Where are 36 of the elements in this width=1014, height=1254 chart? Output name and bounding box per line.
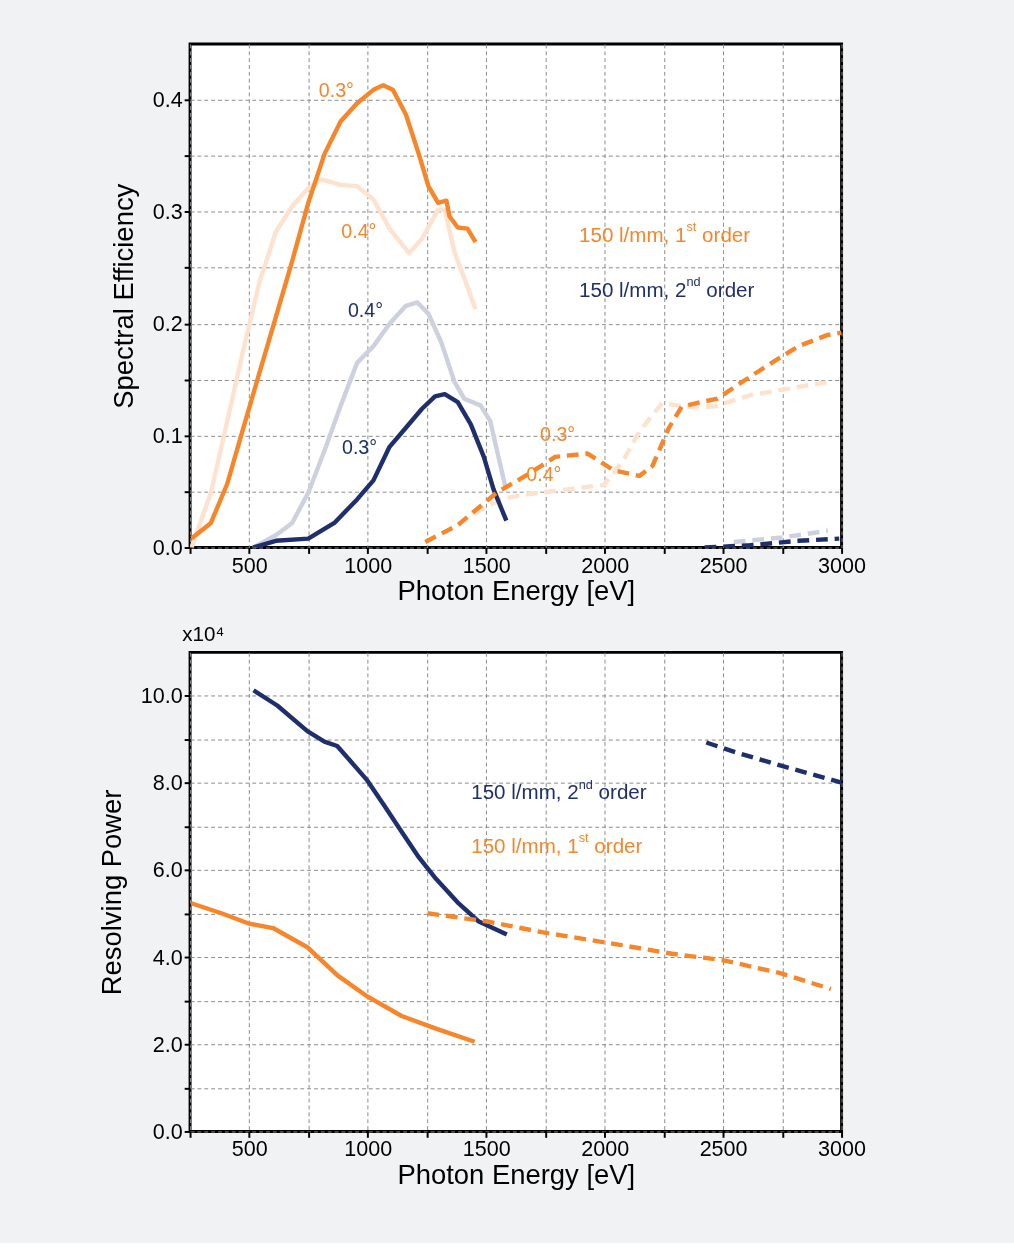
line-series: [250, 392, 509, 548]
y-tick-label: 2.0: [152, 1031, 183, 1057]
annotation: 0.3°: [318, 78, 354, 101]
line-series: [704, 740, 842, 785]
y-axis-title: Resolving Power: [96, 789, 128, 996]
y-tick-label: 0.4: [152, 87, 183, 113]
line-series: [425, 911, 834, 992]
line-series: [190, 901, 477, 1044]
text: x10⁴: [182, 621, 225, 645]
annotation: 0.3°: [342, 435, 378, 458]
annotation: 0.4°: [341, 219, 377, 242]
x-tick-label: 500: [231, 552, 268, 578]
y-tick-label: 0.1: [152, 422, 183, 448]
y-tick-label: 4.0: [152, 944, 183, 970]
x-tick-label: 3000: [818, 1136, 867, 1162]
y-tick-label: 10.0: [140, 683, 183, 709]
x-tick-label: 2500: [699, 552, 748, 578]
y-tick-label: 6.0: [152, 857, 183, 883]
line-series: [251, 688, 510, 937]
x-tick-label: 3000: [818, 552, 867, 578]
x-tick-label: 2500: [699, 1136, 748, 1162]
y-tick-label: 0.2: [152, 311, 183, 337]
y-tick-label: 8.0: [152, 770, 183, 796]
line-series: [423, 330, 842, 545]
x-tick-label: 1000: [344, 1136, 393, 1162]
annotation: 0.3°: [540, 423, 576, 446]
x-tick-label: 500: [231, 1136, 268, 1162]
line-series: [702, 536, 842, 548]
x-tick-label: 1000: [344, 552, 393, 578]
line-series: [190, 83, 478, 541]
y-tick-label: 0.0: [152, 534, 183, 560]
y-tick-label: 0.0: [152, 1118, 183, 1144]
line-series: [190, 177, 478, 548]
y-axis-title: Spectral Efficiency: [108, 183, 140, 409]
annotation: 0.4°: [347, 299, 383, 322]
y-tick-label: 0.3: [152, 199, 183, 225]
